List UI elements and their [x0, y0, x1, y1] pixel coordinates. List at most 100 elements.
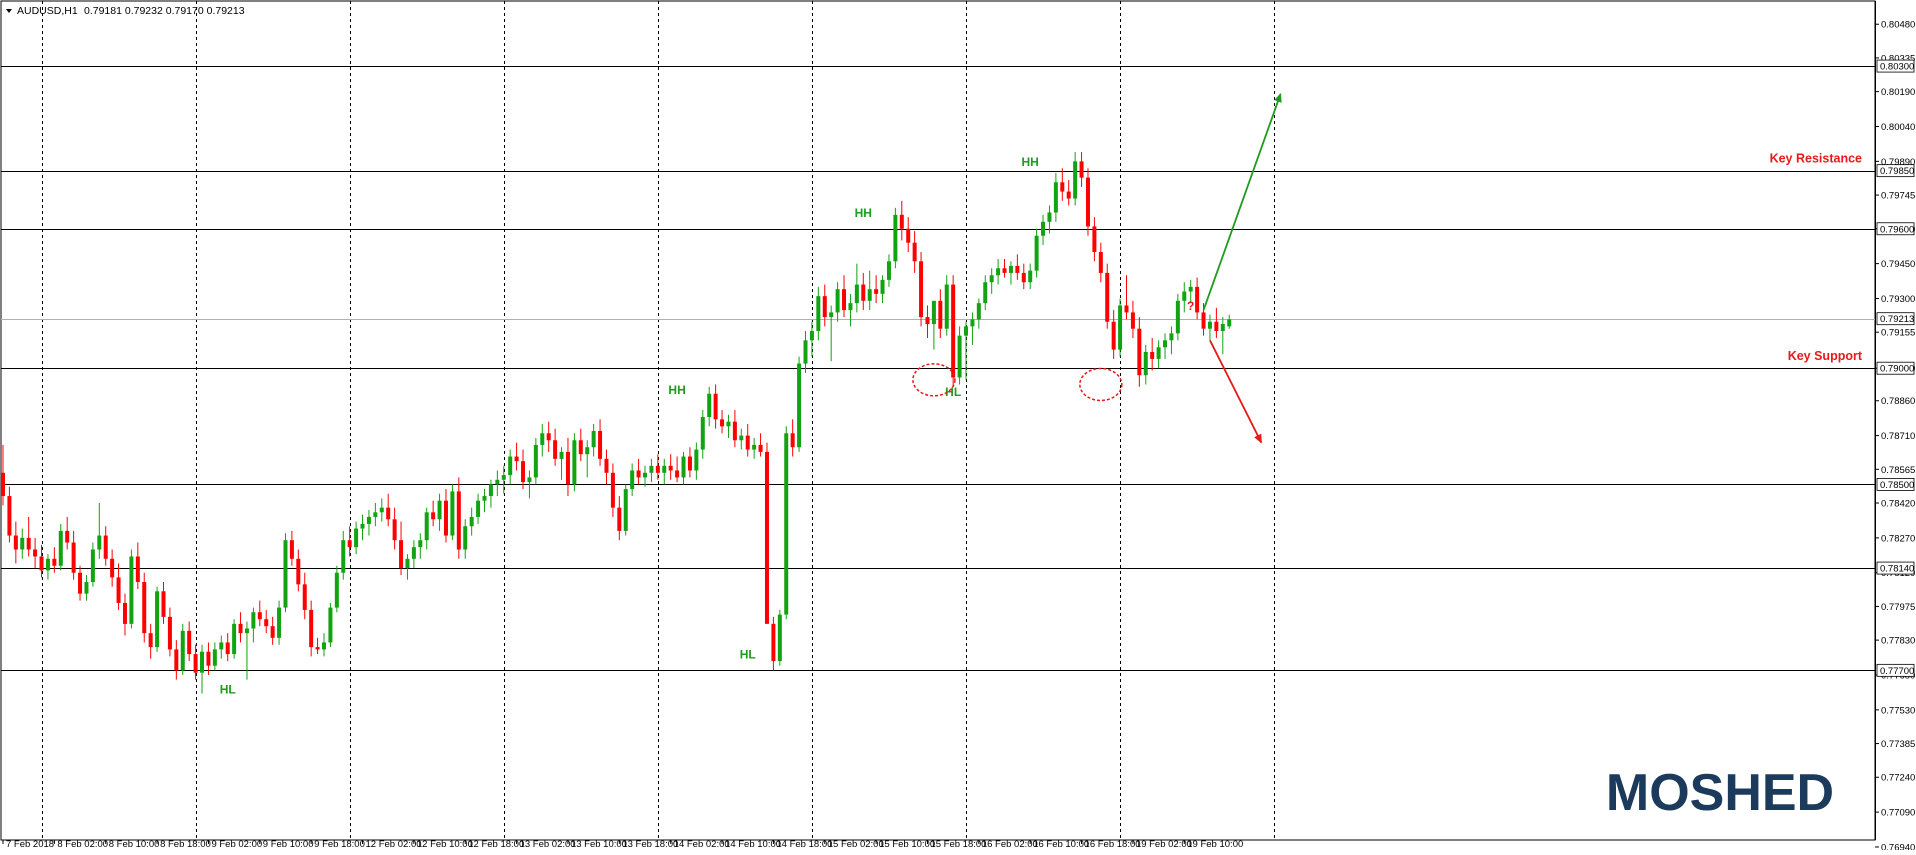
x-tick-label: 13 Feb 18:00 [622, 839, 678, 850]
candle-bear [1015, 265, 1020, 273]
candle-bull [816, 296, 821, 332]
candle-bull [212, 649, 217, 666]
y-tick-label: 0.77240 [1881, 773, 1915, 784]
candle-bear [1021, 272, 1026, 283]
candle-bull [893, 214, 898, 262]
candle-bull [964, 326, 968, 336]
level-price-text: 0.79000 [1880, 364, 1914, 375]
candle-bear [906, 228, 911, 243]
candle-bull [334, 572, 339, 608]
swing-label: HL [220, 683, 236, 697]
candle-bear [1098, 252, 1103, 273]
candle-bull [726, 421, 731, 427]
candle-bull [84, 582, 89, 594]
candle-bear [790, 433, 795, 448]
y-tick-label: 0.78565 [1881, 465, 1915, 476]
candle-bear [687, 456, 692, 471]
candle-bear [1111, 321, 1116, 350]
candle-bull [1008, 265, 1013, 273]
y-tick-label: 0.78270 [1881, 533, 1915, 544]
candle-bull [809, 331, 814, 341]
x-tick-label: 16 Feb 02:00 [982, 839, 1038, 850]
candle-bull [1182, 291, 1187, 301]
candle-bear [456, 491, 461, 550]
y-tick-label: 0.77385 [1881, 739, 1915, 750]
bullish-arrow [1202, 93, 1282, 311]
candle-bull [976, 303, 981, 320]
x-tick-label: 8 Feb 02:00 [57, 839, 108, 850]
candle-bull [886, 261, 891, 280]
candle-bear [764, 451, 769, 624]
candle-bear [443, 500, 448, 536]
candle-bear [122, 602, 127, 624]
candle-bear [103, 535, 108, 559]
swing-label: HH [1022, 155, 1039, 169]
candle-bear [399, 540, 404, 569]
dropdown-triangle-icon[interactable] [6, 9, 12, 13]
candle-bull [20, 537, 25, 550]
candle-bull [585, 447, 590, 455]
x-tick-label: 15 Feb 18:00 [930, 839, 986, 850]
candle-bull [1207, 321, 1212, 329]
candle-bear [553, 440, 558, 459]
candle-bear [598, 430, 603, 459]
y-tick-label: 0.79155 [1881, 328, 1915, 339]
x-tick-label: 7 Feb 2018 [6, 839, 54, 850]
candle-bear [1085, 177, 1090, 227]
candle-bear [296, 558, 301, 585]
candle-bear [1066, 191, 1071, 199]
candle-bull [572, 440, 577, 485]
candle-bull [129, 556, 134, 624]
candle-bear [919, 261, 924, 318]
candle-bull [58, 530, 63, 566]
x-tick-label: 8 Feb 10:00 [109, 839, 160, 850]
candle-bull [424, 512, 429, 541]
candle-bear [713, 393, 718, 420]
candle-bear [565, 451, 570, 485]
swing-label: HL [945, 385, 961, 399]
candle-bull [854, 284, 859, 304]
candle-bear [912, 242, 917, 262]
candle-bull [450, 491, 455, 536]
x-tick-label: 13 Feb 02:00 [520, 839, 576, 850]
candle-bear [899, 214, 904, 229]
x-tick-label: 12 Feb 18:00 [468, 839, 524, 850]
x-tick-label: 12 Feb 10:00 [417, 839, 473, 850]
candle-bull [1118, 305, 1123, 350]
candle-bull [707, 393, 712, 418]
x-tick-label: 8 Feb 18:00 [160, 839, 211, 850]
swing-label: HH [668, 383, 685, 397]
candle-bear [1130, 312, 1135, 329]
candle-bear [604, 458, 609, 473]
candle-bull [405, 558, 410, 569]
candle-bear [392, 519, 397, 541]
y-tick-label: 0.80335 [1881, 53, 1915, 64]
candle-bear [1214, 321, 1219, 332]
candle-bear [193, 654, 198, 673]
candle-bear [206, 651, 211, 666]
y-tick-label: 0.79300 [1881, 294, 1915, 305]
level-price-text: 0.79600 [1880, 224, 1914, 235]
candle-bull [1169, 333, 1174, 341]
current-price-badge [1876, 312, 1915, 326]
candle-bear [655, 465, 660, 473]
candle-bear [874, 289, 879, 294]
candle-bear [720, 419, 725, 427]
candle-bull [1156, 347, 1161, 359]
candle-bull [251, 612, 256, 629]
x-tick-label: 19 Feb 10:00 [1187, 839, 1243, 850]
candle-bull [1073, 161, 1078, 199]
candle-bull [155, 591, 160, 648]
candle-bull [232, 623, 237, 655]
candle-bear [264, 619, 269, 627]
candle-bear [110, 558, 115, 578]
candle-bear [1, 472, 5, 497]
candle-bull [681, 456, 686, 478]
x-tick-label: 9 Feb 18:00 [314, 839, 365, 850]
candle-bull [797, 363, 802, 448]
candle-bull [476, 500, 481, 517]
candle-bull [931, 300, 936, 325]
candle-bear [636, 470, 641, 478]
candle-bull [835, 289, 840, 313]
